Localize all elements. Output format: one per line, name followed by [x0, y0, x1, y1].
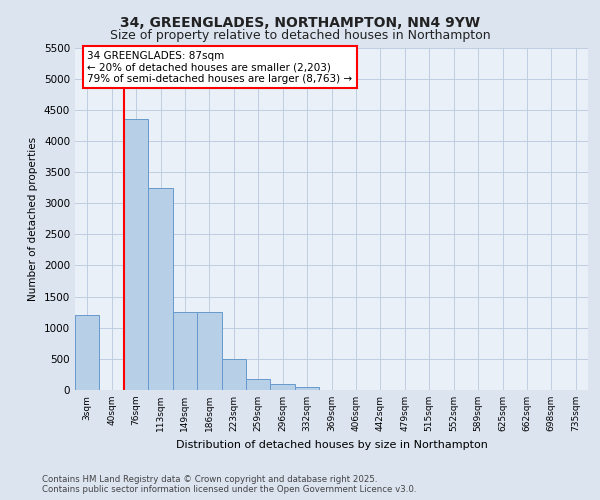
Y-axis label: Number of detached properties: Number of detached properties — [28, 136, 38, 301]
X-axis label: Distribution of detached houses by size in Northampton: Distribution of detached houses by size … — [176, 440, 487, 450]
Text: 34, GREENGLADES, NORTHAMPTON, NN4 9YW: 34, GREENGLADES, NORTHAMPTON, NN4 9YW — [120, 16, 480, 30]
Bar — [246, 379, 271, 390]
Bar — [173, 312, 197, 390]
Text: Contains HM Land Registry data © Crown copyright and database right 2025.
Contai: Contains HM Land Registry data © Crown c… — [42, 474, 416, 494]
Bar — [295, 387, 319, 390]
Bar — [221, 359, 246, 390]
Bar — [124, 119, 148, 390]
Bar — [148, 188, 173, 390]
Text: Size of property relative to detached houses in Northampton: Size of property relative to detached ho… — [110, 29, 490, 42]
Bar — [197, 312, 221, 390]
Bar — [75, 316, 100, 390]
Bar — [271, 384, 295, 390]
Text: 34 GREENGLADES: 87sqm
← 20% of detached houses are smaller (2,203)
79% of semi-d: 34 GREENGLADES: 87sqm ← 20% of detached … — [87, 50, 352, 84]
